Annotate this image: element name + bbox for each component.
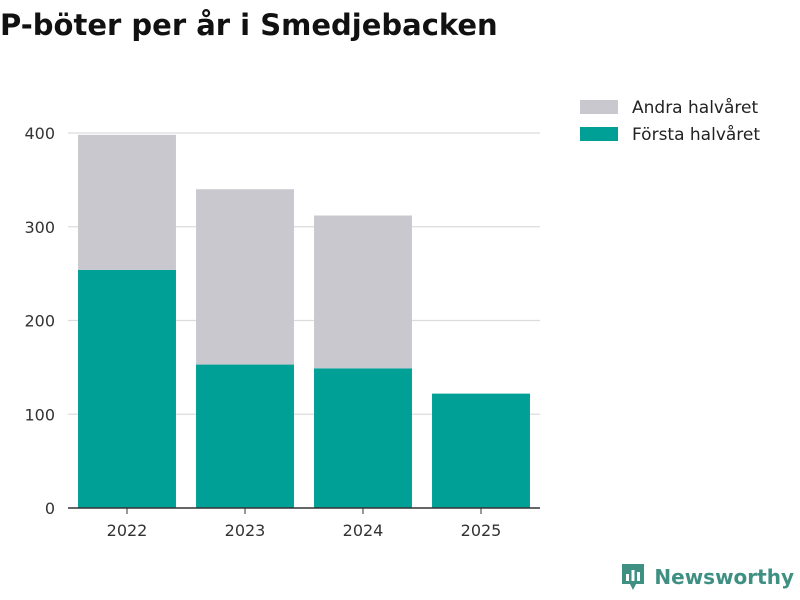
y-tick-label-400: 400: [24, 124, 55, 143]
x-tick-label-2022: 2022: [107, 521, 148, 540]
legend-label-f-rsta-halv-ret: Första halvåret: [632, 124, 760, 145]
bar-2022-andra: [78, 134, 176, 270]
bar-2024-forsta: [314, 368, 412, 508]
bars: [78, 134, 530, 508]
x-tick-label-2024: 2024: [343, 521, 384, 540]
x-tick-label-2023: 2023: [225, 521, 266, 540]
brand-name: Newsworthy: [654, 565, 794, 589]
x-tick-label-2025: 2025: [461, 521, 502, 540]
y-tick-label-0: 0: [45, 499, 55, 518]
chart-title: P-böter per år i Smedjebacken: [0, 8, 498, 42]
y-tick-label-300: 300: [24, 218, 55, 237]
legend-swatch-f-rsta-halv-ret: [580, 127, 618, 141]
legend-label-andra-halv-ret: Andra halvåret: [632, 97, 758, 118]
legend-swatch-andra-halv-ret: [580, 100, 618, 114]
y-tick-label-100: 100: [24, 405, 55, 424]
bar-2023-forsta: [196, 364, 294, 508]
axes: 0 100 200 300 400 2022 2023 2024 2025: [24, 124, 540, 540]
newsworthy-logo-icon: [622, 564, 645, 590]
legend: Andra halvåret Första halvåret: [580, 97, 760, 145]
brand-logo: Newsworthy: [620, 562, 794, 592]
bar-2022-forsta: [78, 269, 176, 508]
bar-2023-andra: [196, 189, 294, 365]
bar-2025-forsta: [432, 393, 530, 508]
bar-2024-andra: [314, 215, 412, 369]
y-tick-label-200: 200: [24, 312, 55, 331]
